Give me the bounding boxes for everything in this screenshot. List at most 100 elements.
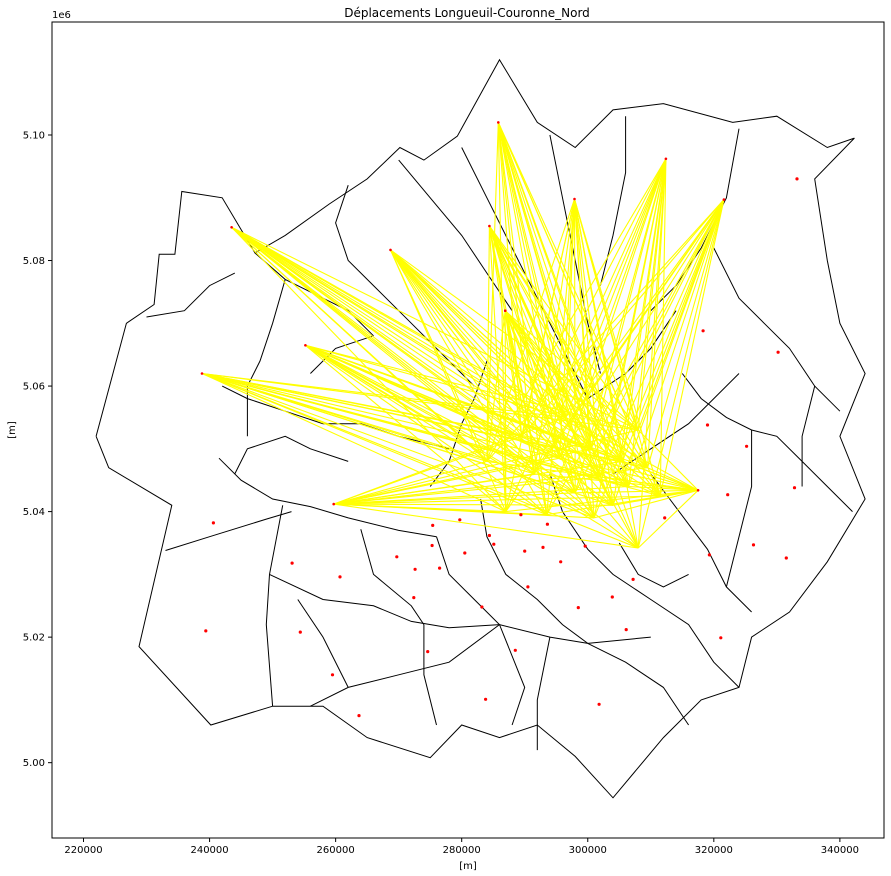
flow-line — [305, 344, 639, 549]
centroid-point — [430, 543, 434, 548]
flow-line — [333, 503, 547, 516]
flow-line — [231, 226, 623, 462]
centroid-point — [395, 555, 399, 559]
boundary-line — [165, 511, 292, 551]
flow-line — [504, 310, 630, 487]
x-tick-label: 320000 — [695, 845, 733, 856]
y-tick-label: 5.06 — [23, 382, 45, 393]
plot-area — [51, 21, 885, 839]
centroid-point — [290, 561, 294, 565]
centroid-point — [426, 650, 430, 654]
flow-line — [231, 226, 488, 462]
flow-line — [201, 372, 507, 513]
flow-line — [231, 226, 507, 512]
flow-line — [628, 485, 699, 491]
flow-line — [390, 249, 567, 418]
flow-line — [486, 158, 667, 462]
flow-line — [558, 198, 576, 459]
origin-point — [488, 224, 491, 228]
flow-line — [504, 310, 523, 437]
flow-line — [333, 495, 661, 505]
y-offset-label: 1e6 — [52, 10, 71, 21]
centroid-point — [631, 577, 635, 582]
flow-line — [559, 457, 699, 491]
flow-line — [497, 122, 639, 549]
flow-line — [521, 158, 667, 437]
centroid-point — [795, 177, 799, 181]
boundary-line — [265, 505, 284, 707]
flow-line — [575, 489, 699, 494]
flow-line — [333, 460, 623, 505]
x-tick-label: 220000 — [64, 845, 102, 856]
flow-line — [390, 249, 630, 487]
centroid-point — [751, 543, 756, 547]
x-tick-label: 280000 — [443, 845, 481, 856]
centroid-point — [792, 486, 797, 490]
flow-line — [504, 310, 649, 469]
flow-line — [521, 435, 699, 491]
boundary-line — [297, 599, 349, 688]
flow-line — [504, 310, 595, 519]
flow-line — [231, 226, 566, 418]
flow-line — [504, 310, 639, 431]
boundary-line — [599, 116, 627, 286]
flow-line — [305, 344, 488, 462]
flow-line — [390, 249, 661, 497]
boundary-line — [480, 498, 589, 644]
flow-line — [505, 489, 699, 513]
flow-line — [565, 198, 576, 418]
flow-line — [389, 249, 488, 462]
x-tick-label: 340000 — [821, 845, 859, 856]
flow-line — [333, 503, 639, 549]
boundary-line — [310, 335, 374, 374]
boundary-line — [269, 573, 651, 644]
flow-line — [534, 473, 699, 491]
flow-line — [390, 249, 639, 549]
boundary-line — [587, 642, 690, 726]
centroid-point — [458, 518, 462, 522]
flow-line — [573, 198, 639, 549]
flow-line — [486, 225, 490, 462]
centroid-point — [541, 545, 545, 550]
centroid-point — [204, 629, 208, 633]
origin-point — [332, 502, 336, 506]
origin-point — [389, 248, 392, 252]
centroid-point — [707, 553, 712, 557]
centroid-point — [523, 549, 527, 553]
x-axis: 220000 240000 260000 280000 300000 320000 3400… — [64, 838, 859, 856]
centroid-point — [513, 648, 517, 652]
chart-title: Déplacements Longueuil-Couronne_Nord — [344, 6, 590, 20]
boundary-line — [234, 435, 349, 475]
origin-point — [230, 226, 233, 229]
flow-line — [486, 122, 499, 462]
centroid-point — [298, 630, 302, 634]
centroid-point — [559, 560, 563, 564]
flow-line — [593, 489, 699, 519]
flow-line — [201, 372, 614, 506]
flow-line — [201, 372, 595, 519]
flow-line — [565, 158, 667, 418]
flow-line — [565, 199, 725, 418]
flow-line — [533, 199, 725, 475]
boundary-line — [335, 185, 475, 387]
origin-point — [503, 309, 507, 313]
centroid-point — [726, 493, 730, 497]
flow-line — [488, 225, 567, 418]
boundary-line — [801, 385, 816, 487]
centroid-point — [576, 606, 580, 610]
boundary-line — [650, 128, 740, 312]
flow-line — [590, 158, 667, 449]
flow-line — [574, 199, 725, 494]
flow-line — [333, 476, 601, 505]
flow-line — [628, 199, 725, 487]
flow-line — [389, 249, 507, 512]
boundary-line — [246, 279, 286, 437]
flow-line — [546, 198, 576, 515]
boundary-line — [146, 272, 236, 318]
flow-line — [390, 249, 548, 515]
boundary-line — [681, 373, 853, 512]
flow-line — [628, 158, 667, 487]
centroid-point — [597, 702, 601, 706]
flow-lines — [201, 122, 725, 549]
centroid-point — [705, 423, 710, 427]
